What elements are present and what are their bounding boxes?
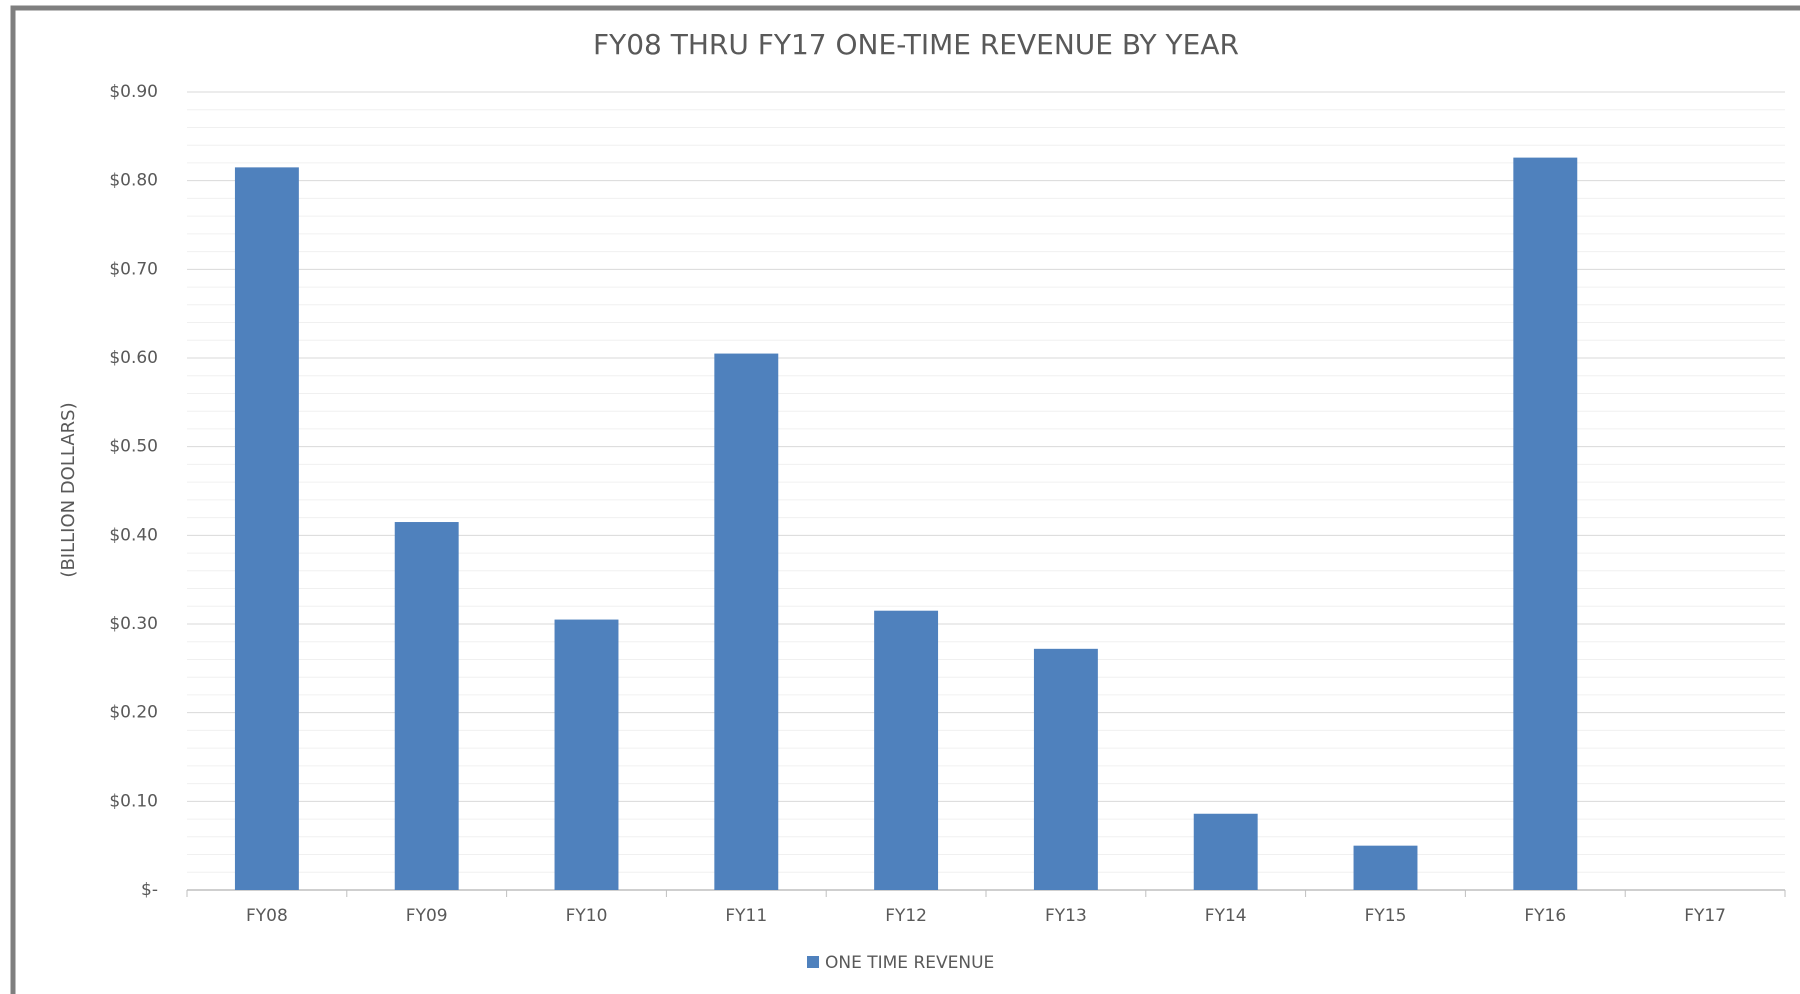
x-tick-label: FY12	[885, 906, 927, 926]
x-tick-label: FY14	[1205, 906, 1247, 926]
x-tick-label: FY11	[725, 906, 767, 926]
bar	[234, 167, 299, 890]
y-tick-label: $0.10	[109, 791, 158, 811]
y-tick-label: $0.50	[109, 437, 158, 457]
x-tick-label: FY10	[566, 906, 608, 926]
x-tick-label: FY09	[406, 906, 448, 926]
y-tick-label: $0.70	[109, 259, 158, 279]
y-tick-label: $0.60	[109, 348, 158, 368]
y-tick-label: $-	[141, 880, 158, 900]
bar	[1353, 845, 1418, 890]
y-tick-label: $0.90	[109, 82, 158, 102]
y-tick-label: $0.40	[109, 525, 158, 545]
legend-swatch	[807, 956, 819, 968]
x-tick-label: FY16	[1524, 906, 1566, 926]
x-tick-label: FY13	[1045, 906, 1087, 926]
y-tick-label: $0.20	[109, 703, 158, 723]
x-tick-label: FY15	[1365, 906, 1407, 926]
bar	[874, 610, 939, 890]
bar	[1033, 648, 1098, 890]
frame	[10, 5, 1800, 994]
bar	[714, 353, 779, 891]
y-tick-label: $0.30	[109, 614, 158, 634]
y-axis-label: (BILLION DOLLARS)	[58, 402, 79, 577]
legend-label: ONE TIME REVENUE	[825, 953, 994, 973]
bar	[554, 619, 619, 890]
x-tick-label: FY08	[246, 906, 288, 926]
bar	[394, 522, 459, 890]
bar	[1513, 157, 1578, 890]
chart-title: FY08 THRU FY17 ONE-TIME REVENUE BY YEAR	[593, 28, 1239, 61]
y-tick-label: $0.80	[109, 171, 158, 191]
bar	[1193, 813, 1258, 890]
x-tick-label: FY17	[1684, 906, 1726, 926]
